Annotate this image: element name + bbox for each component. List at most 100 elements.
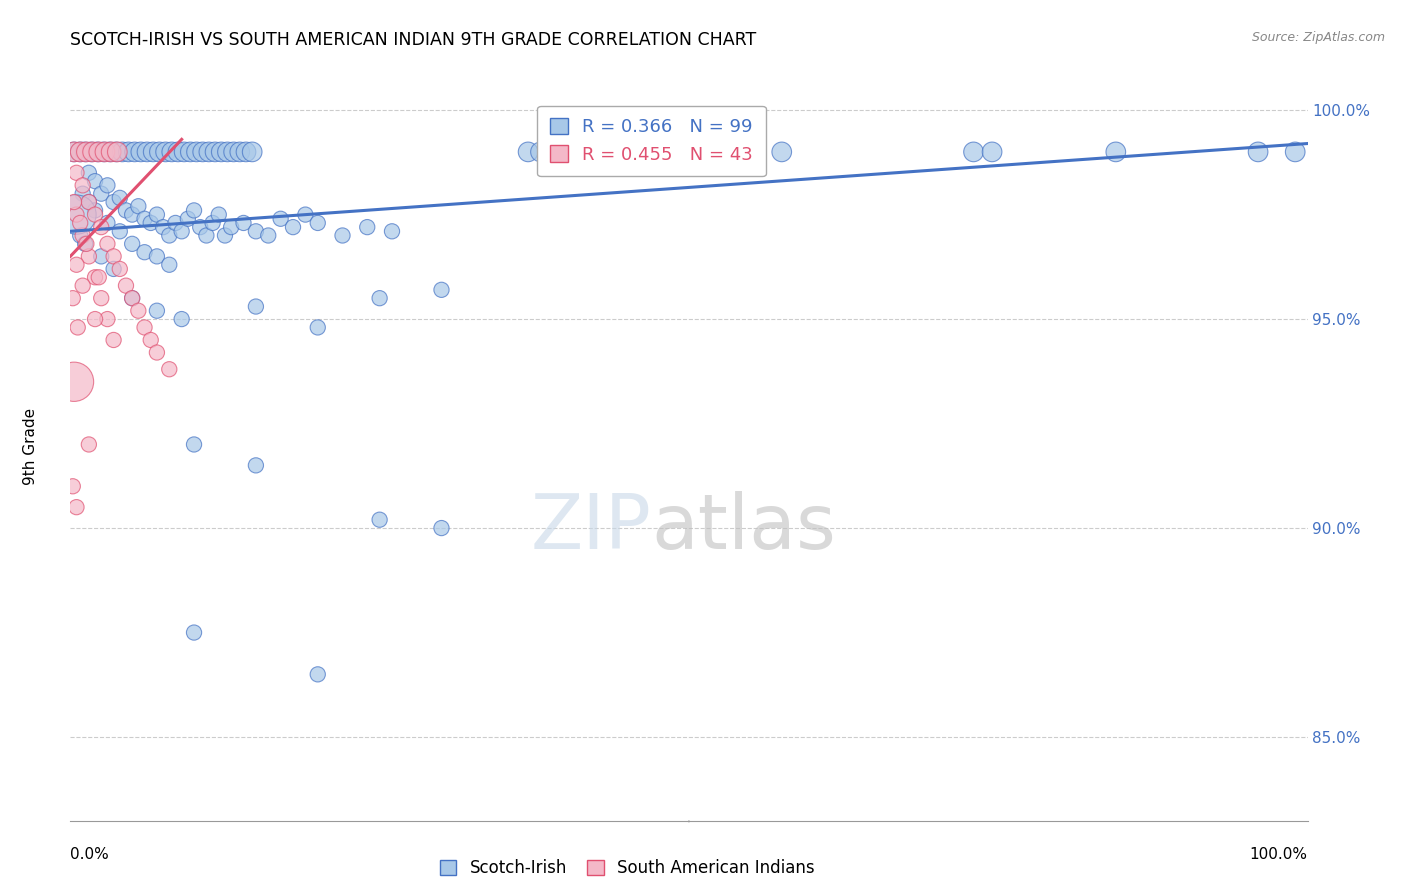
Point xyxy=(204,145,226,159)
Point xyxy=(294,208,316,222)
Point xyxy=(86,145,108,159)
Point xyxy=(63,195,86,210)
Point xyxy=(146,208,169,222)
Point xyxy=(222,145,245,159)
Point xyxy=(90,220,112,235)
Point xyxy=(103,333,125,347)
Point xyxy=(517,145,540,159)
Point xyxy=(183,625,205,640)
Point xyxy=(69,145,91,159)
Point xyxy=(87,145,110,159)
Point xyxy=(229,145,252,159)
Legend: Scotch-Irish, South American Indians: Scotch-Irish, South American Indians xyxy=(432,851,823,886)
Point xyxy=(62,291,84,305)
Point xyxy=(84,203,107,218)
Text: 100.0%: 100.0% xyxy=(1250,847,1308,863)
Point xyxy=(105,145,128,159)
Point xyxy=(103,195,125,210)
Point xyxy=(981,145,1004,159)
Point xyxy=(770,145,793,159)
Point xyxy=(90,186,112,201)
Point xyxy=(93,145,115,159)
Point xyxy=(115,203,138,218)
Point xyxy=(183,203,205,218)
Point xyxy=(100,145,122,159)
Point xyxy=(157,228,180,243)
Point xyxy=(232,216,254,230)
Point xyxy=(108,191,131,205)
Point xyxy=(84,174,107,188)
Point xyxy=(69,145,91,159)
Point xyxy=(72,186,94,201)
Point xyxy=(63,145,86,159)
Text: Source: ZipAtlas.com: Source: ZipAtlas.com xyxy=(1251,31,1385,45)
Point xyxy=(152,220,174,235)
Point xyxy=(136,145,159,159)
Point xyxy=(96,236,118,251)
Point xyxy=(186,145,208,159)
Point xyxy=(108,261,131,276)
Text: 0.0%: 0.0% xyxy=(70,847,110,863)
Point xyxy=(155,145,177,159)
Point xyxy=(96,178,118,193)
Point xyxy=(245,300,267,314)
Point xyxy=(165,216,187,230)
Point xyxy=(240,145,263,159)
Point xyxy=(63,145,86,159)
Point xyxy=(65,500,87,515)
Point xyxy=(65,208,87,222)
Point xyxy=(127,199,149,213)
Point xyxy=(77,195,100,210)
Point xyxy=(167,145,190,159)
Point xyxy=(117,145,139,159)
Point xyxy=(356,220,378,235)
Point xyxy=(134,320,156,334)
Point xyxy=(177,211,200,226)
Point xyxy=(77,166,100,180)
Point xyxy=(105,145,128,159)
Point xyxy=(160,145,183,159)
Point xyxy=(281,220,304,235)
Point xyxy=(111,145,134,159)
Point xyxy=(381,224,404,238)
Point xyxy=(217,145,239,159)
Point xyxy=(307,216,329,230)
Point xyxy=(139,333,162,347)
Text: ZIP: ZIP xyxy=(531,491,652,565)
Point xyxy=(121,291,143,305)
Point xyxy=(170,224,193,238)
Point xyxy=(195,228,218,243)
Point xyxy=(69,216,91,230)
Point xyxy=(77,195,100,210)
Point xyxy=(75,145,97,159)
Point xyxy=(188,220,211,235)
Point xyxy=(94,145,117,159)
Point xyxy=(75,236,97,251)
Point xyxy=(139,216,162,230)
Point xyxy=(142,145,165,159)
Point xyxy=(121,208,143,222)
Point xyxy=(727,145,749,159)
Point xyxy=(98,145,121,159)
Point xyxy=(84,208,107,222)
Point xyxy=(430,521,453,535)
Text: atlas: atlas xyxy=(652,491,837,565)
Point xyxy=(62,479,84,493)
Point xyxy=(72,178,94,193)
Point xyxy=(84,270,107,285)
Point xyxy=(96,216,118,230)
Point xyxy=(121,291,143,305)
Point xyxy=(270,211,292,226)
Point xyxy=(173,145,195,159)
Point xyxy=(82,145,104,159)
Point xyxy=(332,228,354,243)
Point xyxy=(201,216,224,230)
Point xyxy=(72,228,94,243)
Point xyxy=(146,303,169,318)
Point xyxy=(214,228,236,243)
Point xyxy=(146,345,169,359)
Point xyxy=(157,362,180,376)
Point xyxy=(96,312,118,326)
Point xyxy=(209,145,232,159)
Point xyxy=(183,437,205,451)
